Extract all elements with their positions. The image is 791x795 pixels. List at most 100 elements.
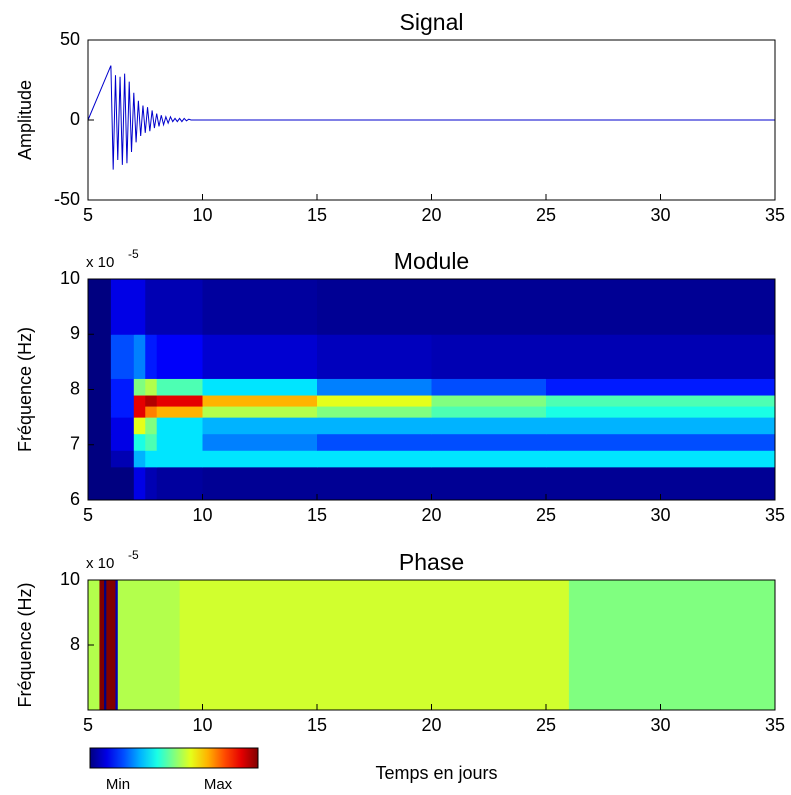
heatmap-cell [88, 395, 112, 407]
heatmap-cell [431, 279, 547, 335]
heatmap-cell [88, 450, 112, 468]
heatmap-cell [145, 406, 158, 418]
heatmap-cell [133, 334, 146, 379]
y-tick-label: 6 [70, 489, 80, 509]
heatmap-cell [202, 406, 318, 418]
heatmap-cell [546, 433, 776, 451]
y-tick-label: 50 [60, 29, 80, 49]
heatmap-cell [202, 450, 318, 468]
chart-title: Phase [399, 549, 464, 575]
heatmap-cell [156, 466, 203, 501]
x-tick-label: 15 [307, 505, 327, 525]
heatmap-cell [110, 279, 135, 335]
heatmap-cell [156, 334, 203, 379]
heatmap-cell [133, 406, 146, 418]
heatmap-cell [546, 450, 776, 468]
heatmap-cell [145, 433, 158, 451]
y-tick-label: 8 [70, 634, 80, 654]
heatmap-cell [145, 395, 158, 407]
heatmap-cell [133, 433, 146, 451]
heatmap-cell [88, 417, 112, 435]
heatmap-cell [88, 334, 112, 379]
x-tick-label: 15 [307, 205, 327, 225]
heatmap-cell [115, 580, 119, 711]
heatmap-cell [133, 378, 146, 396]
x-tick-label: 25 [536, 205, 556, 225]
heatmap-cell [546, 334, 776, 379]
y-tick-label: 7 [70, 434, 80, 454]
x-tick-label: 25 [536, 715, 556, 735]
x-tick-label: 35 [765, 715, 785, 735]
heatmap-cell [202, 279, 318, 335]
heatmap-cell [88, 466, 112, 501]
x-tick-label: 15 [307, 715, 327, 735]
heatmap-cell [156, 433, 203, 451]
x-tick-label: 35 [765, 505, 785, 525]
heatmap-cell [106, 580, 116, 711]
heatmap-cell [110, 378, 135, 396]
heatmap-cell [156, 378, 203, 396]
heatmap-cell [202, 334, 318, 379]
heatmap-cell [317, 406, 432, 418]
heatmap-cell [99, 580, 105, 711]
heatmap-cell [156, 417, 203, 435]
y-tick-label: 10 [60, 569, 80, 589]
x-tick-label: 20 [421, 715, 441, 735]
heatmap-cell [133, 466, 146, 501]
heatmap-cell [110, 450, 135, 468]
heatmap-cell [133, 395, 146, 407]
colorbar-min-label: Min [106, 776, 130, 793]
x-axis-label: Temps en jours [375, 763, 497, 783]
heatmap-cell [104, 580, 107, 711]
heatmap-cell [431, 433, 547, 451]
x-tick-label: 5 [83, 205, 93, 225]
chart-title: Module [394, 248, 469, 274]
heatmap-cell [546, 378, 776, 396]
heatmap-cell [202, 395, 318, 407]
x-tick-label: 10 [192, 715, 212, 735]
heatmap-cell [546, 417, 776, 435]
heatmap-cell [431, 450, 547, 468]
heatmap-cell [317, 417, 432, 435]
heatmap-cell [110, 466, 135, 501]
heatmap-cell [110, 334, 135, 379]
y-axis-label: Fréquence (Hz) [15, 327, 35, 452]
heatmap-cell [317, 378, 432, 396]
heatmap-cell [568, 580, 776, 711]
heatmap-cell [546, 395, 776, 407]
y-tick-label: 10 [60, 268, 80, 288]
heatmap-cell [431, 334, 547, 379]
x-tick-label: 30 [650, 205, 670, 225]
y-axis-label: Amplitude [15, 80, 35, 160]
heatmap-cell [88, 406, 112, 418]
x-tick-label: 20 [421, 205, 441, 225]
x-tick-label: 10 [192, 505, 212, 525]
heatmap-cell [156, 279, 203, 335]
heatmap-cell [202, 433, 318, 451]
x-tick-label: 25 [536, 505, 556, 525]
heatmap-cell [133, 417, 146, 435]
heatmap-cell [145, 466, 158, 501]
x-tick-label: 30 [650, 505, 670, 525]
y-tick-label: -50 [54, 189, 80, 209]
heatmap-cell [546, 279, 776, 335]
x-tick-label: 20 [421, 505, 441, 525]
x-tick-label: 5 [83, 505, 93, 525]
heatmap-cell [156, 450, 203, 468]
heatmap-cell [431, 378, 547, 396]
heatmap-cell [317, 279, 432, 335]
y-axis-label: Fréquence (Hz) [15, 582, 35, 707]
heatmap-cell [117, 580, 181, 711]
y-scale-exponent: -5 [128, 247, 139, 261]
heatmap-cell [110, 406, 135, 418]
heatmap-cell [133, 450, 146, 468]
heatmap-cell [88, 279, 112, 335]
y-scale-exponent: -5 [128, 548, 139, 562]
heatmap-cell [202, 466, 318, 501]
heatmap-cell [145, 450, 158, 468]
y-tick-label: 8 [70, 378, 80, 398]
heatmap-cell [431, 395, 547, 407]
heatmap-cell [179, 580, 570, 711]
heatmap-cell [317, 433, 432, 451]
